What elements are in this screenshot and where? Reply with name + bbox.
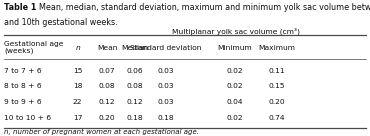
Text: 9 to 9 + 6: 9 to 9 + 6 bbox=[4, 99, 42, 105]
Text: n: n bbox=[75, 45, 80, 51]
Text: Maximum: Maximum bbox=[258, 45, 295, 51]
Text: Median: Median bbox=[121, 45, 149, 51]
Text: n, number of pregnant women at each gestational age.: n, number of pregnant women at each gest… bbox=[4, 129, 199, 135]
Text: 0.08: 0.08 bbox=[99, 83, 115, 89]
Text: 22: 22 bbox=[73, 99, 83, 105]
Text: 0.74: 0.74 bbox=[269, 115, 285, 121]
Text: Standard deviation: Standard deviation bbox=[130, 45, 201, 51]
Text: 0.04: 0.04 bbox=[227, 99, 243, 105]
Text: 10 to 10 + 6: 10 to 10 + 6 bbox=[4, 115, 51, 121]
Text: Table 1: Table 1 bbox=[4, 3, 37, 12]
Text: 0.03: 0.03 bbox=[157, 99, 174, 105]
Text: 0.18: 0.18 bbox=[157, 115, 174, 121]
Text: 15: 15 bbox=[73, 68, 83, 74]
Text: 7 to 7 + 6: 7 to 7 + 6 bbox=[4, 68, 42, 74]
Text: 0.02: 0.02 bbox=[227, 115, 243, 121]
Text: 0.02: 0.02 bbox=[227, 83, 243, 89]
Text: 0.12: 0.12 bbox=[99, 99, 115, 105]
Text: Mean: Mean bbox=[97, 45, 118, 51]
Text: 0.12: 0.12 bbox=[127, 99, 143, 105]
Text: 17: 17 bbox=[73, 115, 83, 121]
Text: 0.20: 0.20 bbox=[269, 99, 285, 105]
Text: Mean, median, standard deviation, maximum and minimum yolk sac volume between th: Mean, median, standard deviation, maximu… bbox=[34, 3, 370, 12]
Text: 0.08: 0.08 bbox=[127, 83, 143, 89]
Text: 0.06: 0.06 bbox=[127, 68, 143, 74]
Text: 0.18: 0.18 bbox=[127, 115, 143, 121]
Text: 0.07: 0.07 bbox=[99, 68, 115, 74]
Text: 0.03: 0.03 bbox=[157, 68, 174, 74]
Text: 0.20: 0.20 bbox=[99, 115, 115, 121]
Text: Multiplanar yolk sac volume (cm³): Multiplanar yolk sac volume (cm³) bbox=[172, 27, 300, 35]
Text: and 10th gestational weeks.: and 10th gestational weeks. bbox=[4, 18, 118, 27]
Text: 8 to 8 + 6: 8 to 8 + 6 bbox=[4, 83, 42, 89]
Text: 0.15: 0.15 bbox=[269, 83, 285, 89]
Text: Minimum: Minimum bbox=[218, 45, 252, 51]
Text: 18: 18 bbox=[73, 83, 83, 89]
Text: 0.11: 0.11 bbox=[269, 68, 285, 74]
Text: 0.03: 0.03 bbox=[157, 83, 174, 89]
Text: 0.02: 0.02 bbox=[227, 68, 243, 74]
Text: Gestational age
(weeks): Gestational age (weeks) bbox=[4, 41, 64, 54]
